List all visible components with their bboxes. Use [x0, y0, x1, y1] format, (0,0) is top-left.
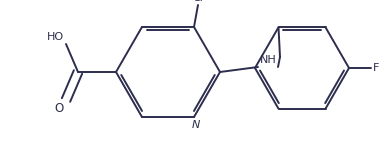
Text: O: O [55, 102, 64, 115]
Text: Cl: Cl [192, 0, 204, 3]
Text: NH: NH [260, 55, 277, 65]
Text: F: F [373, 63, 379, 73]
Text: N: N [192, 120, 200, 130]
Text: HO: HO [47, 32, 64, 42]
